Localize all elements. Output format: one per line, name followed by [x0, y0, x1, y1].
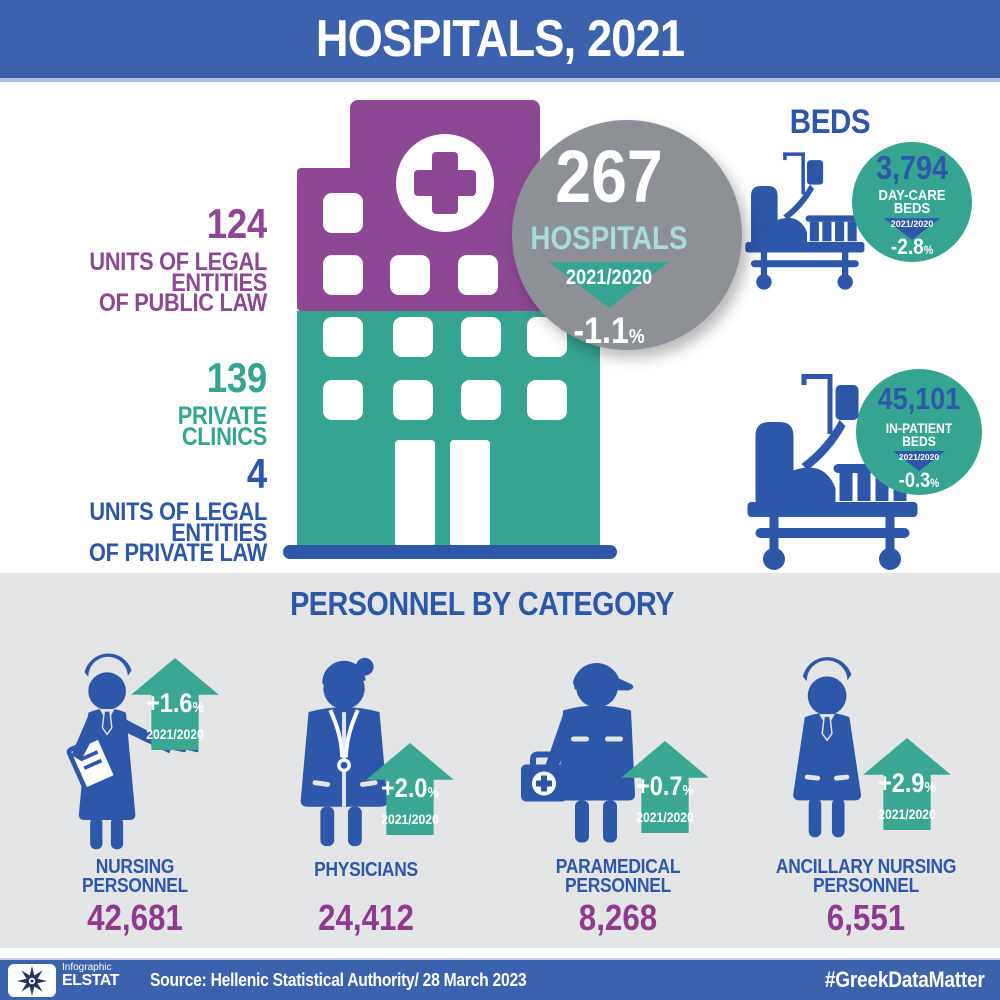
logo-bottom-label: ELSTAT [62, 972, 119, 989]
stat-label-line: OF PRIVATE LAW [89, 539, 267, 567]
day-care-beds-period: 2021/2020 [890, 219, 934, 229]
nursing-value: 42,681 [87, 897, 183, 938]
stat-private-clinics: 139 PRIVATE CLINICS [15, 354, 267, 451]
stat-label-line: PRIVATE [177, 402, 267, 430]
in-patient-beds-change: -0.3% [898, 469, 940, 492]
total-change: -1.1% [573, 310, 645, 351]
ancillary-value: 6,551 [826, 897, 906, 938]
total-period: 2021/2020 [565, 266, 653, 289]
day-care-beds-label: DAY-CARE BEDS [878, 187, 946, 217]
stat-label-line: ENTITIES [171, 268, 267, 297]
physicians-value: 24,412 [318, 897, 414, 938]
logo-top-label: Infographic [62, 962, 112, 973]
up-arrow-icon [863, 738, 951, 830]
paramedic-icon [521, 663, 635, 843]
day-care-beds-change: -2.8% [890, 234, 934, 259]
paramedical-label: PARAMEDICAL PERSONNEL [555, 856, 681, 897]
hashtag-text: #GreekDataMatter [825, 967, 985, 992]
stat-label-line: UNITS OF LEGAL [89, 498, 268, 526]
in-patient-beds-circle: 45,101 IN-PATIENT BEDS 2021/2020 -0.3% [856, 369, 982, 495]
total-hospitals-value: 267 [555, 135, 663, 218]
personnel-section: PERSONNEL BY CATEGORY [0, 573, 1000, 948]
up-arrow-icon [621, 741, 709, 833]
nursing-change: +1.6% [146, 688, 204, 718]
day-care-beds-value: 3,794 [876, 149, 948, 186]
day-care-beds-circle: 3,794 DAY-CARE BEDS 2021/2020 -2.8% [852, 142, 972, 262]
ancillary-change-badge: +2.9% 2021/2020 [859, 738, 955, 830]
page-title: HOSPITALS, 2021 [315, 10, 685, 68]
physicians-period: 2021/2020 [381, 811, 439, 827]
stat-label-line: CLINICS [181, 422, 267, 451]
nursing-change-badge: +1.6% 2021/2020 [127, 658, 223, 750]
in-patient-beds-period: 2021/2020 [898, 452, 940, 462]
ancillary-change: +2.9% [878, 768, 936, 798]
in-patient-beds-value: 45,101 [877, 381, 961, 416]
in-patient-beds-label: IN-PATIENT BEDS [885, 420, 953, 449]
total-hospitals-label: HOSPITALS [530, 220, 688, 256]
stat-value: 4 [246, 450, 267, 497]
footer-bar: Infographic ELSTAT Source: Hellenic Stat… [0, 958, 1000, 1000]
source-text: Source: Hellenic Statistical Authority/ … [150, 970, 527, 990]
down-triangle-icon [549, 262, 669, 308]
down-triangle-icon [884, 218, 940, 240]
elstat-logo-icon [17, 966, 47, 996]
physicians-change: +2.0% [381, 773, 439, 803]
nurse-icon [66, 653, 199, 850]
nursing-period: 2021/2020 [146, 726, 204, 742]
ancillary-label: ANCILLARY NURSING PERSONNEL [775, 856, 957, 897]
stat-value: 124 [206, 200, 267, 247]
total-hospitals-circle: 267 HOSPITALS 2021/2020 -1.1% [512, 120, 742, 351]
paramedical-period: 2021/2020 [636, 809, 694, 825]
stat-label-line: ENTITIES [171, 518, 267, 547]
elstat-logo [8, 964, 56, 997]
medical-cross-icon [396, 134, 494, 232]
stat-label-line: UNITS OF LEGAL [89, 248, 268, 276]
stat-public-law: 124 UNITS OF LEGAL ENTITIES OF PUBLIC LA… [15, 200, 268, 317]
ancillary-period: 2021/2020 [878, 806, 936, 822]
nursing-label: NURSING PERSONNEL [82, 856, 188, 897]
stat-private-law: 4 UNITS OF LEGAL ENTITIES OF PRIVATE LAW [15, 450, 268, 567]
beds-title: BEDS [789, 103, 871, 141]
stat-label-line: OF PUBLIC LAW [98, 289, 268, 317]
personnel-title: PERSONNEL BY CATEGORY [290, 585, 674, 622]
header-bar: HOSPITALS, 2021 [0, 0, 1000, 82]
physicians-change-badge: +2.0% 2021/2020 [362, 743, 458, 835]
down-triangle-icon [893, 451, 945, 471]
stat-value: 139 [206, 354, 267, 401]
hospital-bed-icon [745, 152, 865, 290]
elstat-logo-text: Infographic ELSTAT [62, 963, 119, 989]
paramedical-change-badge: +0.7% 2021/2020 [617, 741, 713, 833]
ancillary-nurse-icon [793, 657, 861, 838]
up-arrow-icon [366, 743, 454, 835]
up-arrow-icon [131, 658, 219, 750]
physicians-label: PHYSICIANS [314, 859, 418, 881]
paramedical-value: 8,268 [578, 897, 658, 938]
paramedical-change: +0.7% [636, 771, 694, 801]
physician-icon [300, 657, 388, 847]
